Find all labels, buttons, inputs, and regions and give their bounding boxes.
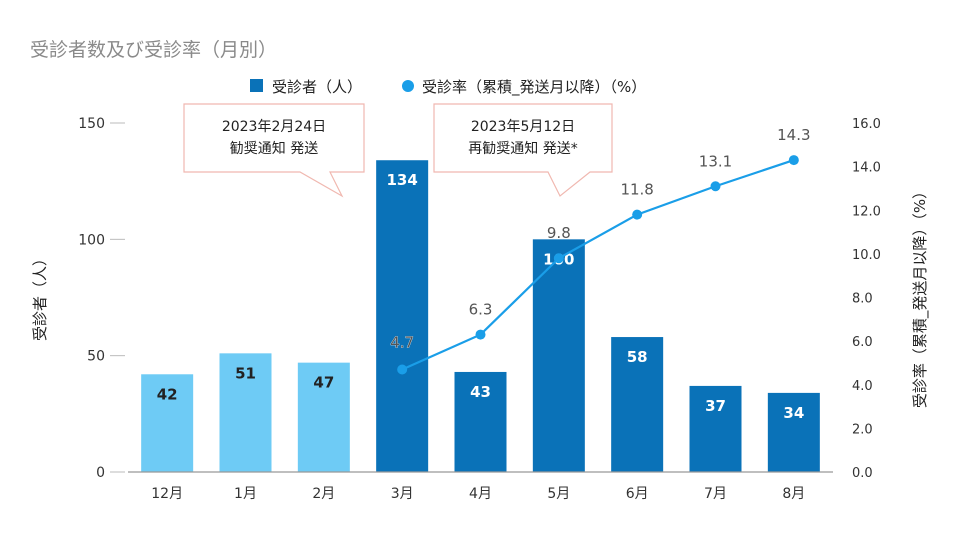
line-point (788, 155, 799, 166)
line-value-label: 9.8 (547, 224, 571, 242)
y2-tick-label: 14.0 (852, 161, 881, 176)
bar-value-label: 34 (783, 404, 804, 422)
y2-axis-label: 受診率（累積_発送月以降）（%） (911, 184, 930, 408)
y2-tick-label: 4.0 (852, 379, 873, 394)
y2-tick-label: 10.0 (852, 248, 881, 263)
line-point (475, 329, 486, 340)
bar-value-label: 51 (235, 364, 256, 382)
bar-value-label: 134 (387, 171, 418, 189)
bar (767, 392, 820, 472)
y2-tick-label: 0.0 (852, 466, 873, 481)
bar-value-label: 43 (470, 383, 491, 401)
x-tick-label: 3月 (391, 486, 414, 502)
legend-line-swatch (402, 80, 414, 92)
bar (219, 353, 272, 472)
line-value-label: 6.3 (469, 301, 493, 319)
chart-title: 受診者数及び受診率（月別） (30, 39, 277, 61)
bar (611, 337, 664, 472)
x-tick-label: 5月 (547, 486, 570, 502)
line-value-label: 14.3 (777, 126, 810, 144)
bar (297, 362, 350, 472)
bar-value-label: 42 (157, 385, 178, 403)
x-tick-label: 7月 (704, 486, 727, 502)
line-value-label: 11.8 (620, 181, 653, 199)
legend-bar-swatch (250, 79, 263, 92)
x-tick-label: 1月 (234, 486, 257, 502)
x-tick-label: 2月 (312, 486, 335, 502)
y2-tick-label: 6.0 (852, 335, 873, 350)
line-point (632, 209, 643, 220)
annotation-callout (433, 103, 613, 197)
y-tick-label: 0 (96, 465, 105, 481)
annotation-text: 2023年2月24日 (222, 119, 326, 135)
annotation-text: 再勧奨通知 発送* (468, 140, 577, 157)
y-tick-label: 150 (78, 116, 105, 132)
bar-value-label: 37 (705, 397, 726, 415)
y2-tick-label: 12.0 (852, 204, 881, 219)
line-point (397, 364, 408, 375)
x-tick-label: 8月 (782, 486, 805, 502)
bar (376, 160, 429, 472)
bar-value-label: 47 (313, 374, 334, 392)
x-tick-label: 6月 (626, 486, 649, 502)
legend-line-label: 受診率（累積_発送月以降）（%） (422, 78, 646, 97)
line-point (553, 253, 564, 264)
line-point (710, 181, 721, 192)
y2-tick-label: 2.0 (852, 422, 873, 437)
bar (141, 374, 194, 472)
bar (689, 385, 742, 472)
line-series (401, 159, 795, 371)
y-tick-label: 100 (78, 232, 105, 248)
legend-bar-label: 受診者（人） (272, 78, 362, 96)
y-tick-label: 50 (87, 349, 105, 365)
line-value-label: 13.1 (699, 152, 732, 170)
y2-tick-label: 16.0 (852, 117, 881, 132)
annotation-callout (183, 103, 365, 198)
bar-value-label: 58 (627, 348, 648, 366)
x-tick-label: 12月 (151, 486, 183, 502)
y2-tick-label: 8.0 (852, 292, 873, 307)
annotation-text: 勧奨通知 発送 (230, 140, 318, 157)
y-axis-label: 受診者（人） (31, 251, 49, 341)
x-tick-label: 4月 (469, 486, 492, 502)
bar (454, 371, 507, 472)
plot-area: 0 50 100 150 0.0 2.0 4.0 6.0 8.0 10.0 12.0 14.0 16.0… (78, 103, 881, 502)
annotation-text: 2023年5月12日 (471, 119, 575, 135)
line-value-label: 4.7 (390, 333, 414, 351)
bar (532, 239, 585, 472)
